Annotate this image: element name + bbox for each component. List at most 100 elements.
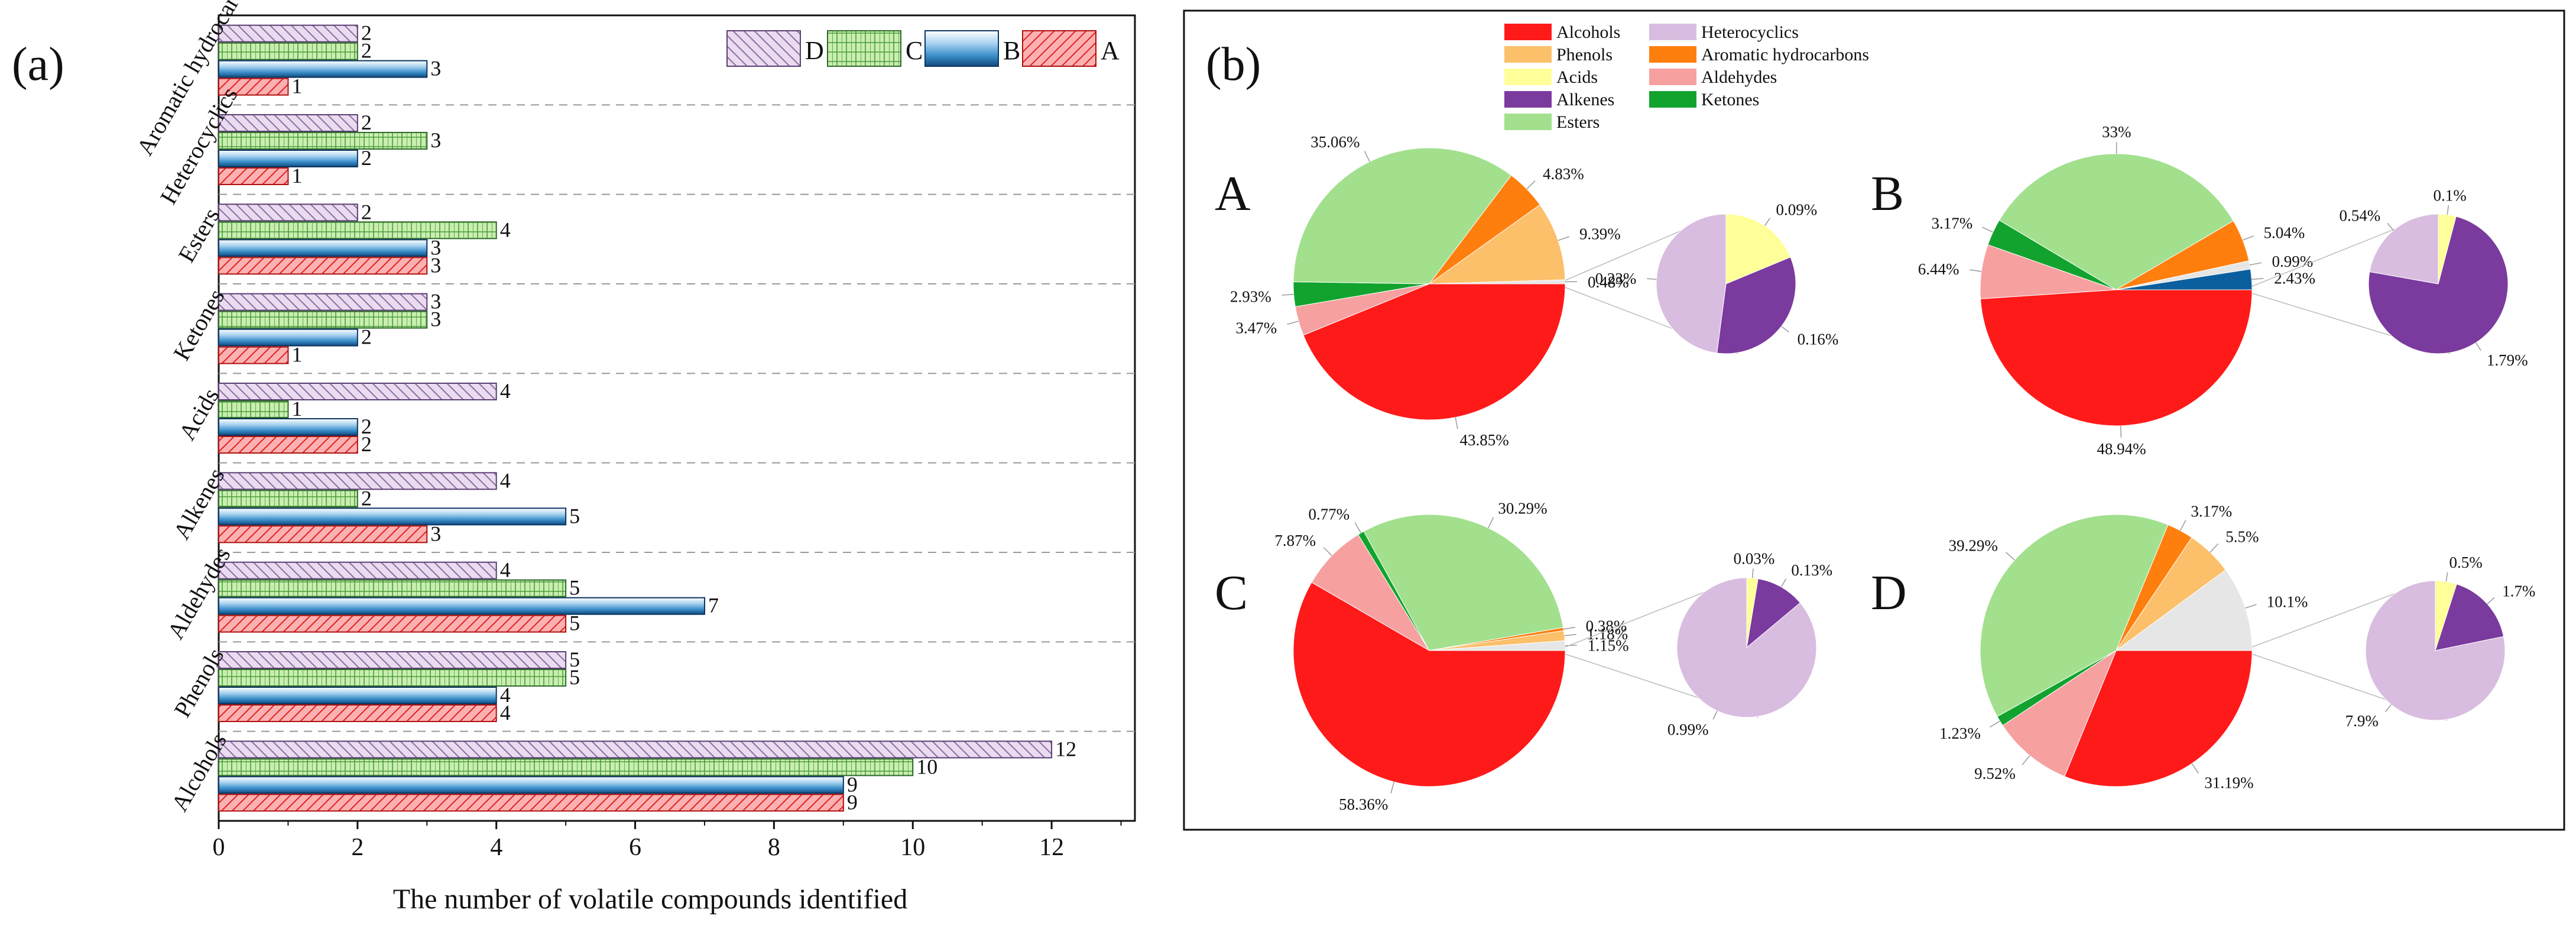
slice-leader <box>1282 295 1294 296</box>
x-tick-label: 2 <box>351 834 364 861</box>
slice-label: 5.5% <box>2225 528 2259 545</box>
legend-swatch-c <box>828 31 901 66</box>
bar-c-aromatic-hydrocarbons <box>219 43 358 60</box>
bar-b-ketones <box>219 329 358 346</box>
x-tick-label: 8 <box>768 834 780 861</box>
slice-leader <box>1364 151 1370 161</box>
slice-label: 9.39% <box>1579 225 1621 242</box>
slice-leader <box>2192 763 2198 774</box>
bar-value-label: 3 <box>430 128 441 152</box>
legend-label-heterocyclics: Heterocyclics <box>1701 22 1799 42</box>
legend-swatch-heterocyclics <box>1649 24 1696 40</box>
bar-value-label: 4 <box>500 558 511 582</box>
bar-d-acids <box>219 383 497 400</box>
bar-value-label: 9 <box>847 790 858 814</box>
legend-label-alcohols: Alcohols <box>1556 22 1620 42</box>
slice-leader <box>2022 756 2030 765</box>
slice-leader <box>1455 418 1458 429</box>
slice-leader <box>2006 552 2014 560</box>
bar-d-phenols <box>219 652 566 668</box>
legend-label-aromatic-hydrocarbons: Aromatic hydrocarbons <box>1701 45 1869 64</box>
bar-value-label: 2 <box>361 39 372 63</box>
sub-slice-label: 0.09% <box>1776 201 1817 219</box>
bar-a-esters <box>219 257 427 274</box>
pie-label-a: A <box>1215 166 1251 221</box>
slice-label: 10.1% <box>2267 593 2308 610</box>
sub-slice-leader <box>2447 205 2448 215</box>
slice-leader <box>1983 227 1993 232</box>
bar-a-ketones <box>219 347 288 364</box>
legend-label-aldehydes: Aldehydes <box>1701 67 1777 87</box>
slice-leader <box>2180 520 2185 531</box>
legend-label-ketones: Ketones <box>1701 90 1759 109</box>
slice-leader <box>2246 604 2257 608</box>
sub-slice-leader <box>2385 704 2391 711</box>
legend-swatch-aldehydes <box>1649 69 1696 85</box>
slice-label: 0.77% <box>1308 505 1349 523</box>
pie-slice-alcohols <box>1981 290 2252 426</box>
slice-label: 33% <box>2102 123 2131 141</box>
slice-label: 7.87% <box>1274 532 1316 549</box>
slice-leader <box>1391 782 1394 793</box>
sub-slice-label: 0.16% <box>1798 331 1839 348</box>
pie-charts: A43.85%3.47%2.93%35.06%4.83%9.39%0.48%0.… <box>1215 123 2535 813</box>
sub-slice-leader <box>2387 223 2393 230</box>
sub-slice-label: 0.23% <box>1595 270 1637 287</box>
slice-leader <box>1990 721 2000 727</box>
bar-d-esters <box>219 204 358 221</box>
sub-slice-label: 0.03% <box>1734 550 1775 568</box>
bar-value-label: 1 <box>291 75 302 98</box>
sub-slice-heterocyclics <box>1656 214 1726 353</box>
slice-label: 48.94% <box>2097 440 2146 458</box>
slice-leader <box>2243 236 2254 240</box>
bar-value-label: 3 <box>430 308 441 331</box>
bar-value-label: 3 <box>430 57 441 80</box>
bar-value-label: 4 <box>500 218 511 241</box>
slice-label: 6.44% <box>1918 260 1959 278</box>
bar-c-ketones <box>219 312 427 328</box>
bar-d-aromatic-hydrocarbons <box>219 25 358 42</box>
sub-slice-label: 1.7% <box>2502 583 2535 600</box>
sub-slice-leader <box>1782 326 1789 332</box>
bar-value-label: 2 <box>361 486 372 510</box>
bar-b-alkenes <box>219 508 566 525</box>
slice-label: 0.99% <box>2272 253 2313 270</box>
slice-label: 3.17% <box>2191 503 2232 520</box>
bar-b-aldehydes <box>219 598 705 614</box>
x-tick-label: 4 <box>490 834 502 861</box>
bar-value-label: 5 <box>569 504 580 528</box>
bar-a-alcohols <box>219 794 843 811</box>
bar-value-label: 7 <box>708 594 719 617</box>
sub-slice-label: 0.1% <box>2433 186 2466 204</box>
x-tick-label: 12 <box>1039 834 1064 861</box>
sub-slice-leader <box>1765 218 1770 226</box>
bar-d-heterocyclics <box>219 115 358 131</box>
slice-label: 3.17% <box>1931 215 1972 232</box>
x-tick-label: 10 <box>900 834 925 861</box>
legend-label-acids: Acids <box>1556 67 1598 87</box>
panel-b-label: (b) <box>1206 38 1261 90</box>
bar-c-alcohols <box>219 759 913 775</box>
legend-swatch-aromatic-hydrocarbons <box>1649 46 1696 63</box>
bar-value-label: 2 <box>361 432 372 456</box>
category-label: Acids <box>173 384 224 445</box>
pie-group-c: C58.36%7.87%0.77%30.29%0.38%1.18%1.15%0.… <box>1215 500 1832 813</box>
sub-slice-label: 0.54% <box>2340 207 2381 225</box>
bar-value-label: 5 <box>569 612 580 635</box>
legend-swatch-alkenes <box>1504 91 1552 108</box>
legend-label-esters: Esters <box>1556 112 1600 132</box>
bar-a-alkenes <box>219 526 427 542</box>
pie-label-d: D <box>1871 565 1907 620</box>
slice-leader <box>1558 237 1569 240</box>
slice-leader <box>1565 635 1576 636</box>
legend-swatch-phenols <box>1504 46 1552 63</box>
slice-label: 39.29% <box>1949 537 1998 555</box>
slice-label: 3.47% <box>1236 319 1277 337</box>
bar-value-label: 2 <box>361 325 372 349</box>
bar-c-aldehydes <box>219 580 566 597</box>
sub-slice-leader <box>2476 342 2481 350</box>
